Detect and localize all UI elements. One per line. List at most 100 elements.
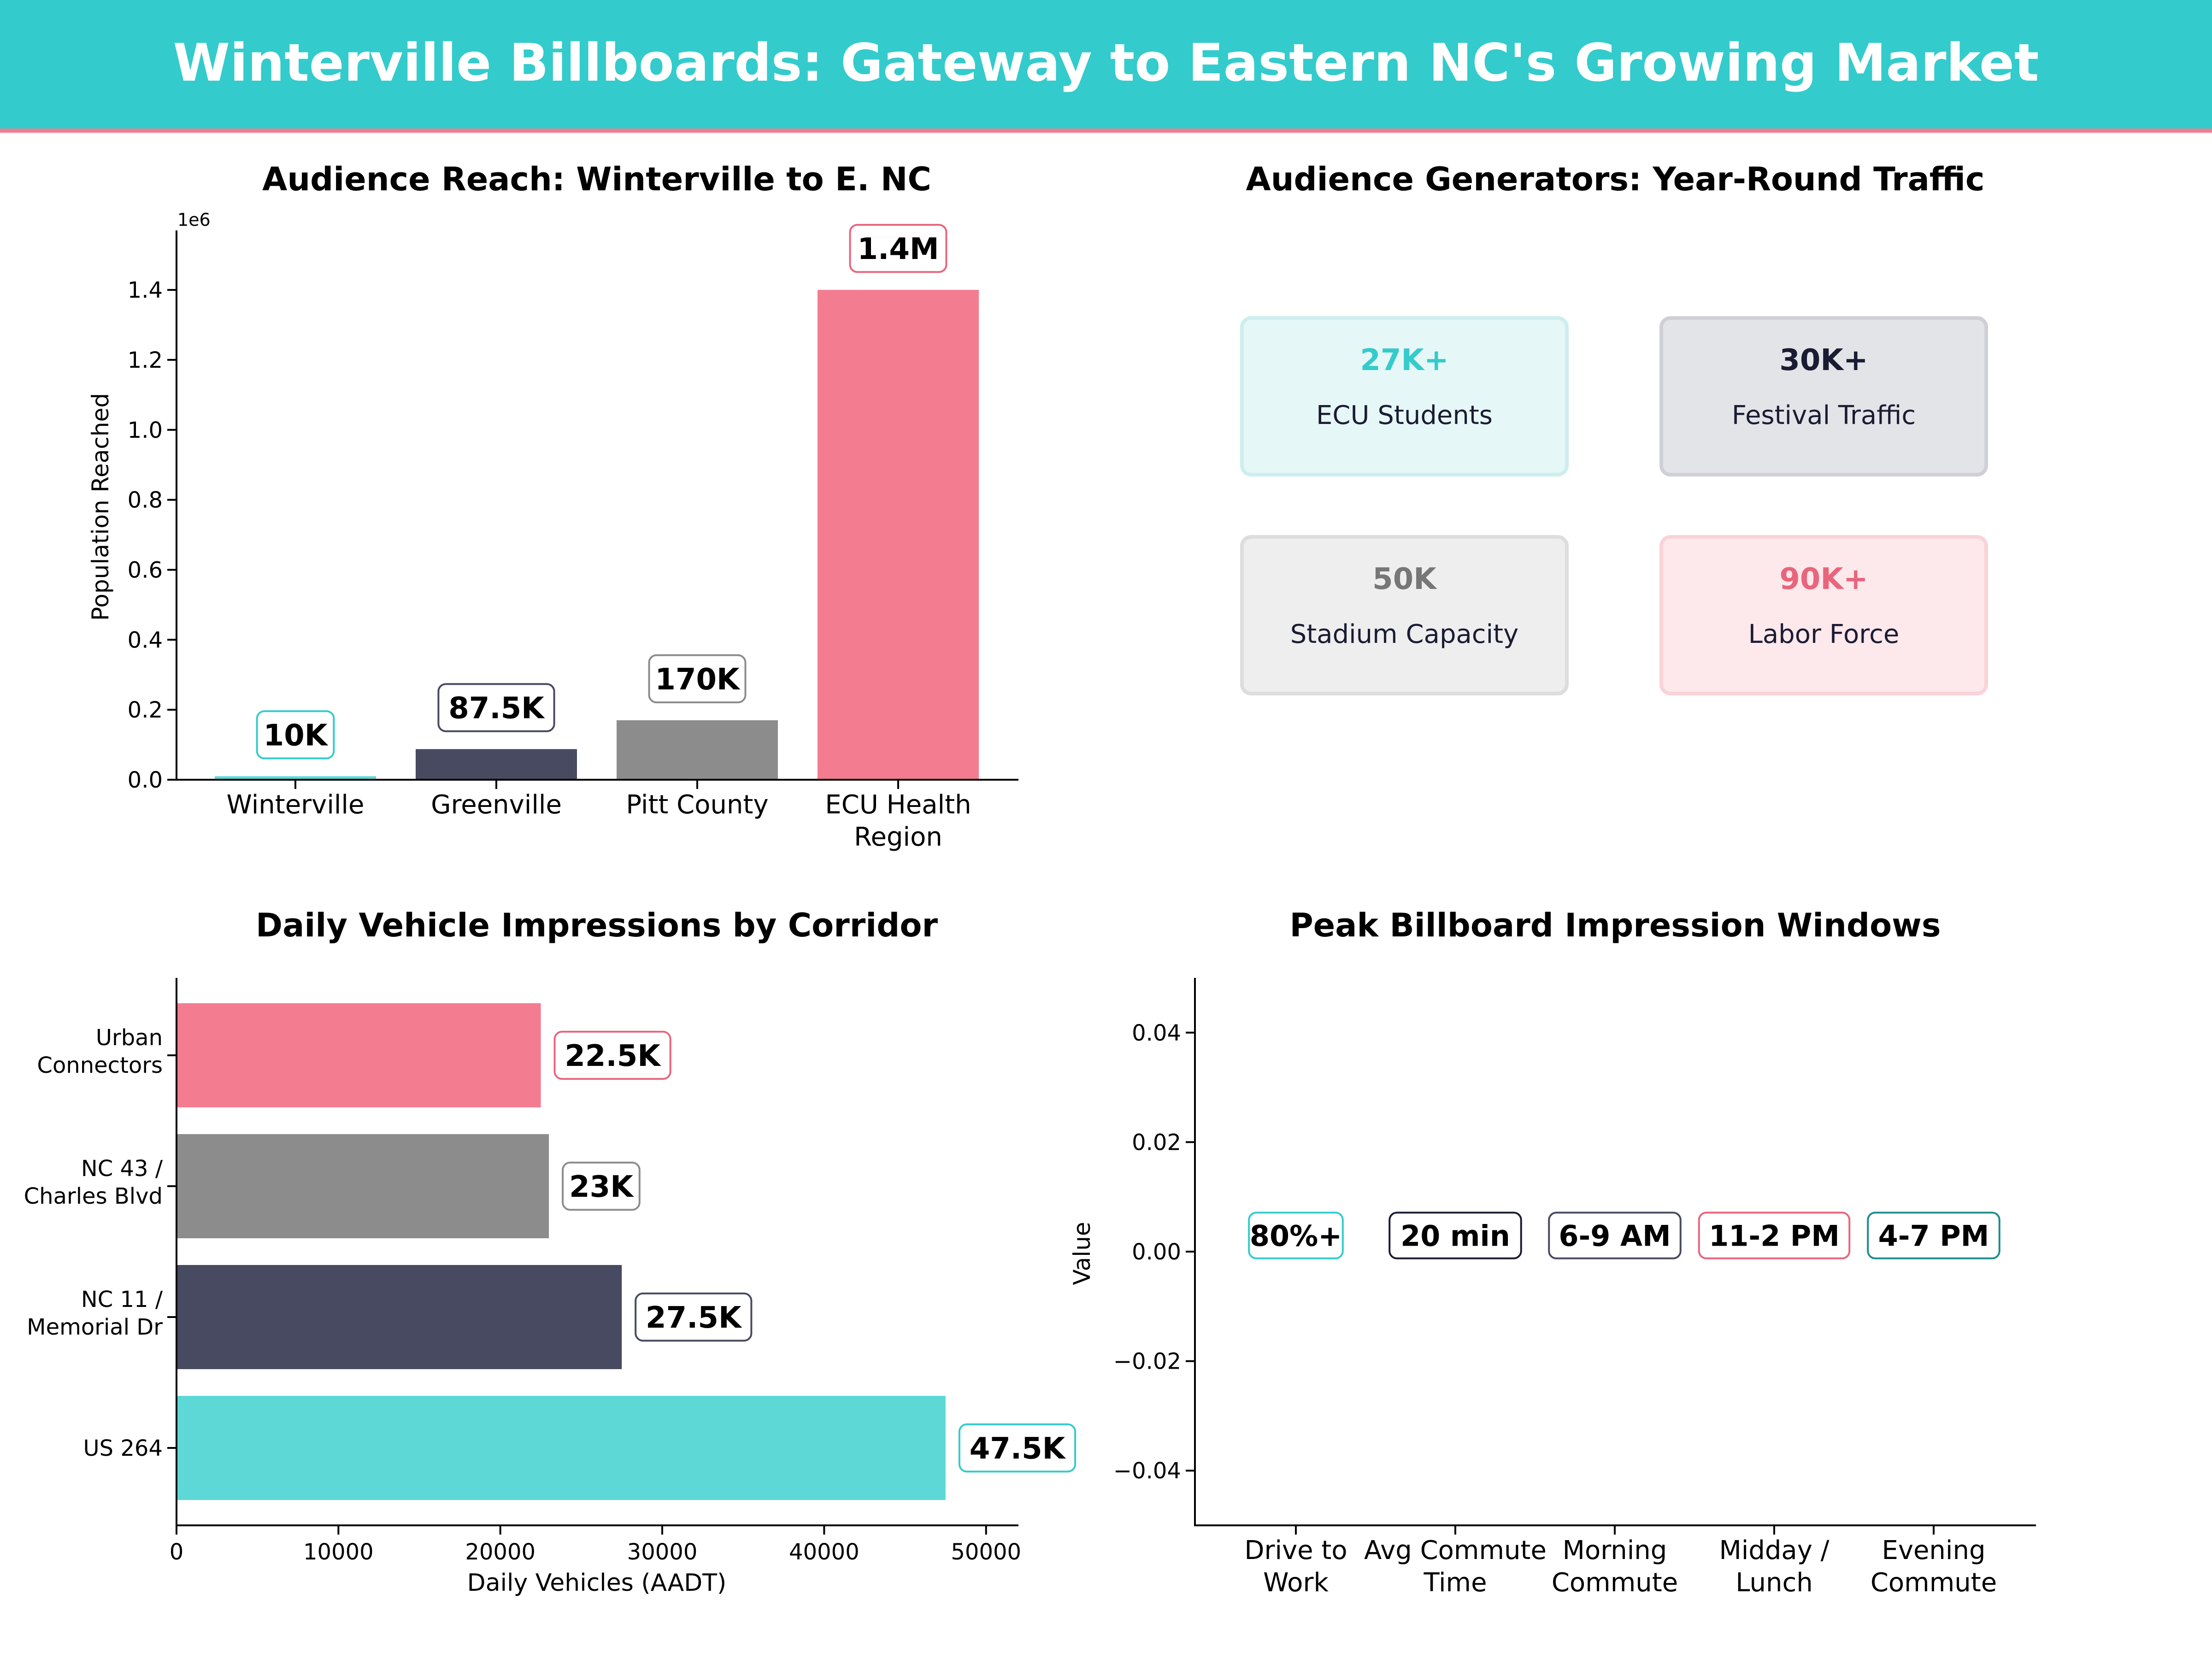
y-tick-label: 1.0 <box>128 418 163 443</box>
bar <box>176 1265 622 1369</box>
x-axis-label: Daily Vehicles (AADT) <box>467 1569 727 1597</box>
value-label: 6-9 AM <box>1548 1212 1682 1259</box>
value-label-text: 1.4M <box>857 232 939 266</box>
value-label: 27.5K <box>635 1292 753 1342</box>
y-tick-label: NC 43 /Charles Blvd <box>24 1156 163 1209</box>
label-box <box>1548 1212 1682 1259</box>
x-tick-label: 0 <box>170 1539 184 1565</box>
header-banner: Winterville Billboards: Gateway to Easte… <box>0 0 2212 133</box>
label-box <box>1698 1212 1851 1259</box>
label-box <box>437 683 555 732</box>
value-label-text: 170K <box>655 663 741 697</box>
y-tick-label: 1.4 <box>128 277 163 303</box>
y-tick-label: −0.04 <box>1113 1458 1181 1484</box>
value-label: 20 min <box>1388 1212 1522 1259</box>
y-scale-note: 1e6 <box>177 210 211 230</box>
y-tick-label: 0.8 <box>128 488 163 513</box>
bar <box>176 1003 541 1107</box>
x-tick-label: ECU Health Region <box>825 790 971 852</box>
x-tick-label: Winterville <box>227 790 365 820</box>
stat-value: 27K+ <box>1360 343 1448 377</box>
value-label-text: 6-9 AM <box>1559 1219 1671 1253</box>
y-tick-label: Urban Connectors <box>37 1025 163 1078</box>
value-label-text: 47.5K <box>970 1432 1066 1466</box>
stat-value: 50K <box>1372 562 1437 596</box>
y-tick-label: NC 11 /Memorial Dr <box>27 1287 163 1340</box>
stat-label: Labor Force <box>1748 619 1900 649</box>
bar <box>818 290 979 780</box>
card-background <box>1240 316 1569 477</box>
bar <box>617 720 778 780</box>
value-label-text: 20 min <box>1400 1219 1510 1253</box>
label-box <box>562 1161 641 1211</box>
value-label-text: 23K <box>569 1170 634 1204</box>
value-label: 1.4M <box>849 224 947 273</box>
y-tick-label: 0.6 <box>128 557 163 583</box>
label-box <box>958 1423 1077 1473</box>
card-background <box>1240 535 1569 695</box>
value-label-text: 22.5K <box>565 1039 661 1073</box>
value-label-text: 4-7 PM <box>1878 1219 1989 1253</box>
x-tick-label: Greenville <box>431 790 562 820</box>
x-tick-label: Midday / Lunch <box>1719 1535 1829 1598</box>
value-label: 22.5K <box>553 1030 671 1080</box>
value-label: 10K <box>256 710 335 759</box>
x-tick-label: 30000 <box>627 1539 698 1565</box>
audience-reach-chart: Audience Reach: Winterville to E. NC 1e6… <box>87 160 1018 852</box>
label-box <box>553 1030 671 1080</box>
value-label: 80%+ <box>1248 1212 1344 1259</box>
card-background <box>1659 316 1988 477</box>
value-label: 170K <box>648 654 747 704</box>
y-tick-label: 1.2 <box>128 347 163 373</box>
label-box <box>1248 1212 1344 1259</box>
x-tick-label: Pitt County <box>626 790 768 820</box>
y-tick-label: 0.0 <box>128 767 163 793</box>
x-tick-label: Drive to Work <box>1244 1535 1347 1598</box>
value-label-text: 10K <box>264 718 329 753</box>
stat-label: ECU Students <box>1316 400 1493 430</box>
page-title: Winterville Billboards: Gateway to Easte… <box>173 33 2039 93</box>
x-tick-label: 40000 <box>789 1539 859 1565</box>
y-tick-label: 0.02 <box>1132 1130 1181 1155</box>
audience-generators-panel: Audience Generators: Year-Round Traffic … <box>1240 160 1988 695</box>
chart-title: Daily Vehicle Impressions by Corridor <box>256 906 938 944</box>
y-tick-label: 0.4 <box>128 627 163 653</box>
stat-card: 50K Stadium Capacity <box>1240 535 1569 695</box>
bar <box>176 1396 946 1500</box>
stat-card: 30K+ Festival Traffic <box>1659 316 1988 477</box>
value-label: 47.5K <box>958 1423 1077 1473</box>
value-label-text: 27.5K <box>646 1301 742 1335</box>
value-label: 11-2 PM <box>1698 1212 1851 1259</box>
x-tick-label: 20000 <box>465 1539 535 1565</box>
stat-value: 30K+ <box>1779 343 1868 377</box>
value-label-text: 11-2 PM <box>1709 1219 1840 1253</box>
chart-title: Audience Reach: Winterville to E. NC <box>262 160 931 198</box>
bar <box>176 1134 549 1238</box>
card-background <box>1659 535 1988 695</box>
stat-label: Stadium Capacity <box>1290 619 1519 649</box>
x-tick-label: 50000 <box>951 1539 1021 1565</box>
value-label-text: 87.5K <box>448 692 545 726</box>
stat-card: 27K+ ECU Students <box>1240 316 1569 477</box>
x-tick-label: Avg Commute Time <box>1364 1535 1547 1598</box>
impression-windows-chart: Peak Billboard Impression Windows Value … <box>1069 906 2036 1598</box>
label-box <box>648 654 747 704</box>
value-label-text: 80%+ <box>1250 1219 1342 1253</box>
x-tick-label: Morning Commute <box>1552 1535 1678 1598</box>
stat-card: 90K+ Labor Force <box>1659 535 1988 695</box>
y-axis-label: Value <box>1069 1222 1095 1285</box>
stat-value: 90K+ <box>1779 562 1868 596</box>
y-tick-label: US 264 <box>83 1435 163 1461</box>
label-box <box>1388 1212 1522 1259</box>
stat-label: Festival Traffic <box>1732 400 1916 430</box>
x-tick-label: 10000 <box>303 1539 374 1565</box>
label-box <box>849 224 947 273</box>
y-tick-label: −0.02 <box>1113 1349 1181 1375</box>
panel-title: Audience Generators: Year-Round Traffic <box>1246 160 1985 198</box>
bar <box>215 776 376 780</box>
label-box <box>256 710 335 759</box>
x-tick-label: Evening Commute <box>1871 1535 1997 1598</box>
value-label: 23K <box>562 1161 641 1211</box>
value-label: 4-7 PM <box>1867 1212 2000 1259</box>
